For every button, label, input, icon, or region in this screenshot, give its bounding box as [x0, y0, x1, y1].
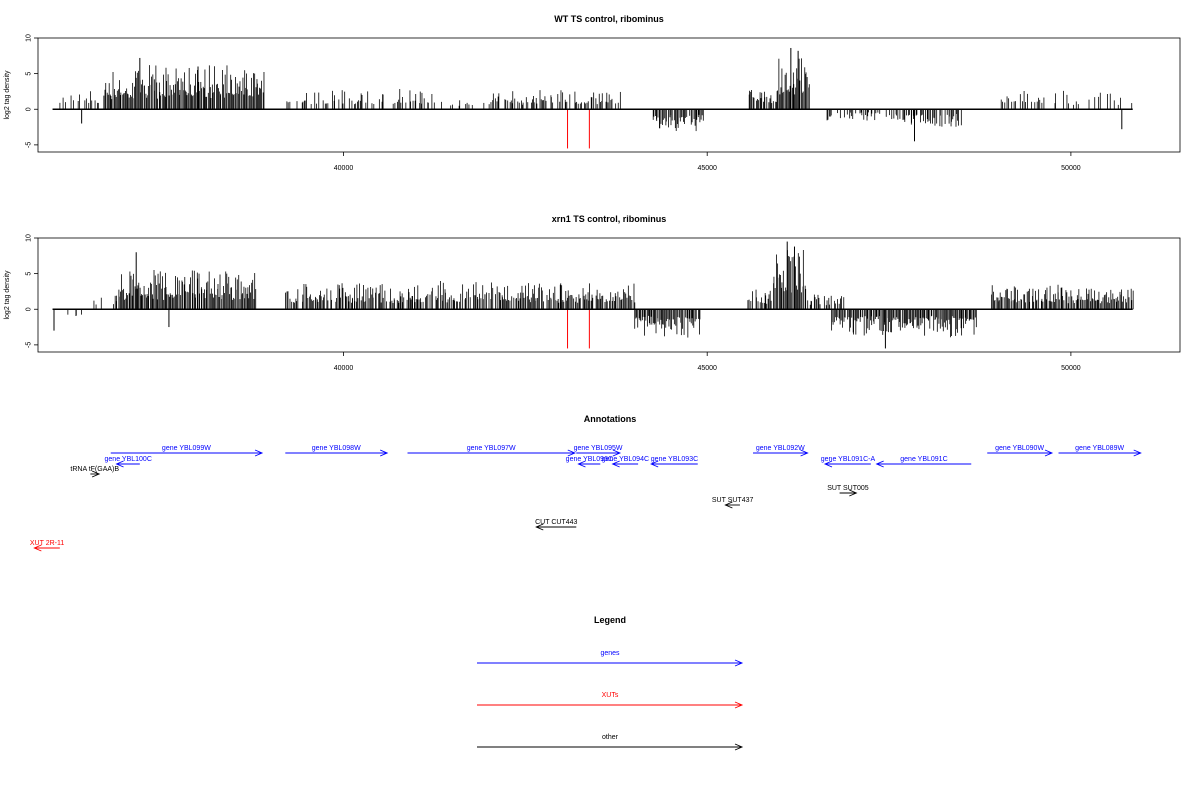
xrn1-panel: xrn1 TS control, ribominus log2 tag densi…	[4, 214, 1181, 372]
annotation-label: gene YBL089W	[1075, 445, 1124, 452]
annotation-item: gene YBL097W	[407, 445, 576, 457]
annotations-panel: Annotations gene YBL099W gene YBL098W gene…	[30, 414, 1142, 552]
y-tick-label: 10	[26, 234, 33, 242]
annotation-label: gene YBL095W	[574, 445, 623, 452]
annotation-label: gene YBL093C	[651, 456, 698, 463]
annotation-label: gene YBL100C	[105, 456, 152, 463]
legend-label: XUTs	[602, 692, 619, 699]
plot-frame	[37, 37, 1181, 153]
x-tick-label: 50000	[1061, 365, 1081, 372]
annotation-item: gene YBL100C	[105, 456, 152, 468]
annotation-arrow-head	[567, 449, 576, 457]
legend-label: other	[602, 734, 619, 741]
annotation-label: SUT SUT005	[827, 485, 869, 492]
x-tick-label: 45000	[697, 365, 717, 372]
annotation-label: gene YBL097W	[467, 445, 516, 452]
annotation-label: gene YBL091C	[900, 456, 947, 463]
legend-title: Legend	[594, 615, 626, 625]
annotation-arrow-head	[379, 449, 389, 457]
annotation-arrow-head	[612, 449, 622, 457]
annotation-arrow-head	[535, 523, 544, 531]
y-tick-label: 0	[26, 307, 33, 311]
annotation-item: SUT SUT437	[712, 497, 754, 509]
annotation-item: gene YBL093C	[650, 456, 698, 468]
y-axis-label: log2 tag density	[4, 70, 11, 120]
annotation-label: gene YBL096C	[566, 456, 613, 463]
annotation-item: tRNA tF(GAA)B	[70, 466, 119, 478]
annotation-arrow-head	[800, 449, 809, 457]
annotation-item: gene YBL091C-A	[821, 456, 876, 468]
x-tick-label: 45000	[697, 165, 717, 172]
annotation-item: gene YBL099W	[110, 445, 264, 457]
annotation-label: gene YBL099W	[162, 445, 211, 452]
legend-panel: Legend genes XUTs other	[477, 615, 744, 751]
annotation-arrow-head	[724, 501, 733, 509]
annotation-item: SUT SUT005	[827, 485, 869, 497]
annotation-item: gene YBL095W	[574, 445, 623, 457]
annotation-arrow-head	[254, 449, 264, 457]
annotation-arrow-head	[1133, 449, 1142, 457]
y-tick-label: 5	[26, 272, 33, 276]
annotation-label: gene YBL098W	[312, 445, 361, 452]
annotation-item: CUT CUT443	[535, 519, 578, 531]
y-tick-label: 10	[26, 34, 33, 42]
annotation-label: gene YBL090W	[995, 445, 1044, 452]
x-tick-label: 50000	[1061, 165, 1081, 172]
y-tick-label: -5	[26, 142, 33, 148]
annotation-arrow-head	[33, 544, 42, 552]
signal-bars	[59, 47, 1133, 149]
chart-title: xrn1 TS control, ribominus	[552, 214, 667, 224]
legend-item: genes	[477, 650, 744, 667]
y-tick-label: 5	[26, 72, 33, 76]
legend-label: genes	[600, 650, 620, 657]
legend-arrow-head	[734, 701, 744, 709]
annotation-item: gene YBL098W	[285, 445, 389, 457]
annotation-label: CUT CUT443	[535, 519, 577, 526]
annotation-item: gene YBL090W	[987, 445, 1054, 457]
annotation-arrow-head	[875, 460, 884, 468]
annotation-item: gene YBL092W	[753, 445, 809, 457]
y-tick-label: -5	[26, 342, 33, 348]
annotation-label: gene YBL094C	[602, 456, 649, 463]
legend-item: XUTs	[477, 692, 744, 709]
annotation-arrow-head	[650, 460, 659, 468]
wt-panel: WT TS control, ribominus log2 tag density…	[4, 14, 1181, 172]
annotation-label: gene YBL092W	[756, 445, 805, 452]
annotation-arrow-head	[823, 460, 833, 468]
legend-arrow-head	[734, 743, 744, 751]
annotation-item: gene YBL094C	[602, 456, 649, 468]
annotations-title: Annotations	[584, 414, 637, 424]
y-tick-label: 0	[26, 107, 33, 111]
annotation-item: XUT 2R-11	[30, 540, 64, 552]
annotation-label: XUT 2R-11	[30, 540, 64, 547]
y-axis-label: log2 tag density	[4, 270, 11, 320]
annotation-label: tRNA tF(GAA)B	[70, 466, 119, 473]
annotation-arrow-head	[611, 460, 620, 468]
annotation-item: gene YBL091C	[875, 456, 972, 468]
x-tick-label: 40000	[334, 165, 354, 172]
plot-frame	[37, 237, 1181, 353]
x-tick-label: 40000	[334, 365, 354, 372]
annotation-arrow-head	[1044, 449, 1054, 457]
annotation-arrow-head	[577, 460, 586, 468]
legend-item: other	[477, 734, 744, 751]
annotation-label: SUT SUT437	[712, 497, 754, 504]
signal-bars	[53, 241, 1134, 349]
annotation-arrow-head	[849, 489, 858, 497]
annotation-item: gene YBL089W	[1058, 445, 1142, 457]
annotation-arrow-head	[115, 460, 124, 468]
legend-arrow-head	[734, 659, 744, 667]
chart-title: WT TS control, ribominus	[554, 14, 664, 24]
annotation-item: gene YBL096C	[566, 456, 613, 468]
annotation-arrow-head	[91, 470, 101, 478]
annotation-label: gene YBL091C-A	[821, 456, 876, 463]
